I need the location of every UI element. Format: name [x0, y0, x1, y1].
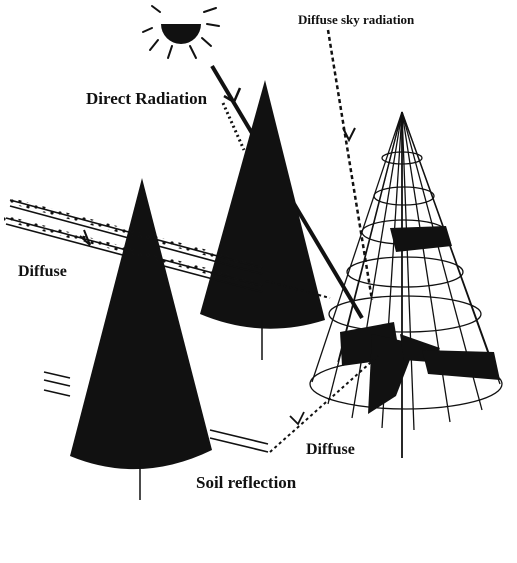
label-direct-radiation: Direct Radiation [86, 89, 208, 108]
label-diffuse-sky-radiation: Diffuse sky radiation [298, 12, 415, 27]
diffuse-ray-bottom [43, 371, 269, 453]
beaded-ray-overlays [4, 197, 264, 289]
label-diffuse-left: Diffuse [18, 263, 67, 280]
label-diffuse-bottom: Diffuse [306, 441, 355, 458]
label-soil-reflection: Soil reflection [196, 473, 297, 492]
diffuse-sky-ray [326, 29, 374, 301]
wireframe-cone-tree [309, 111, 503, 458]
cone-tree-left [70, 178, 212, 500]
wireframe-leaf-patches [340, 226, 500, 414]
diffuse-ray-lower-right [269, 355, 379, 453]
sun-icon [142, 5, 220, 59]
cone-tree-middle [200, 80, 325, 360]
